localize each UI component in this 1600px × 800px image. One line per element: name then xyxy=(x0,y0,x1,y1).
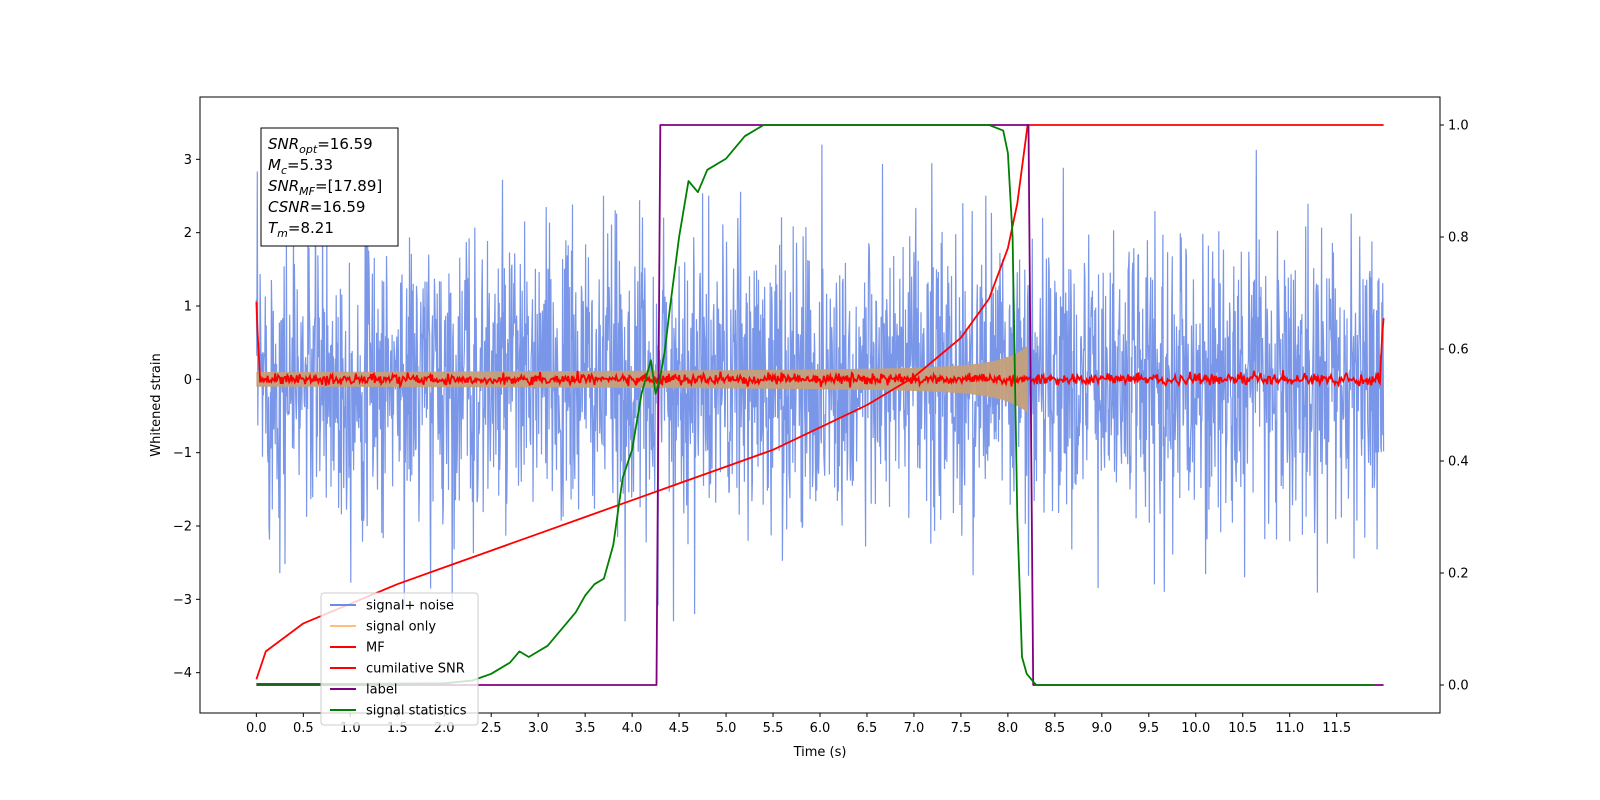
right-axis-series xyxy=(255,124,1384,686)
x-tick-label: 8.0 xyxy=(998,721,1019,736)
y-tick-label: −3 xyxy=(173,593,192,608)
x-axis-label: Time (s) xyxy=(793,745,847,760)
signal-statistics-line xyxy=(256,124,1375,686)
mf-series xyxy=(255,301,1385,390)
legend-label-label: label xyxy=(366,683,397,698)
x-tick-label: 3.0 xyxy=(528,721,549,736)
x-tick-label: 11.0 xyxy=(1275,721,1304,736)
x-tick-label: 0.0 xyxy=(246,721,267,736)
legend-label-signal-statistics: signal statistics xyxy=(366,704,467,719)
x-tick-label: 10.0 xyxy=(1181,721,1210,736)
y-tick-label: −1 xyxy=(173,446,192,461)
x-tick-label: 2.5 xyxy=(481,721,502,736)
x-tick-label: 6.5 xyxy=(857,721,878,736)
annotation-tm: Tm=8.21 xyxy=(268,219,334,240)
x-tick-label: 4.5 xyxy=(669,721,690,736)
y-tick-label: 0 xyxy=(184,373,192,388)
annotation-csnr: CSNR=16.59 xyxy=(268,198,365,216)
x-axis: 0.0 0.5 1.0 1.5 2.0 2.5 3.0 3.5 4.0 4.5 5.0 5.5 6.0 6… xyxy=(246,713,1351,736)
x-tick-label: 4.0 xyxy=(622,721,643,736)
legend: signal+ noise signal only MF cumilative SNR… xyxy=(320,592,479,726)
y2-tick-label: 1.0 xyxy=(1448,119,1469,134)
legend-label-signal-only: signal only xyxy=(366,620,436,635)
mf-line xyxy=(255,301,1385,390)
y-tick-label: 2 xyxy=(184,226,192,241)
y-axis-left: 3 2 1 0 −1 −2 −3 −4 xyxy=(173,153,200,681)
annotation-snr-mf: SNRMF=[17.89] xyxy=(268,177,382,198)
legend-label-mf: MF xyxy=(366,641,385,656)
x-tick-label: 6.0 xyxy=(810,721,831,736)
x-tick-label: 5.0 xyxy=(716,721,737,736)
x-tick-label: 9.5 xyxy=(1138,721,1159,736)
annotation-mc: Mc=5.33 xyxy=(268,156,333,177)
x-tick-label: 3.5 xyxy=(575,721,596,736)
y-axis-label: Whitened strain xyxy=(149,353,164,456)
y-tick-label: 1 xyxy=(184,300,192,315)
y-tick-label: 3 xyxy=(184,153,192,168)
annotation-frame xyxy=(260,127,399,247)
x-tick-label: 9.0 xyxy=(1091,721,1112,736)
y-tick-label: −2 xyxy=(173,520,192,535)
annotation-snr-opt: SNRopt=16.59 xyxy=(268,135,373,156)
y2-tick-label: 0.4 xyxy=(1448,455,1469,470)
x-tick-label: 8.5 xyxy=(1045,721,1066,736)
legend-label-cumilative-snr: cumilative SNR xyxy=(366,662,465,677)
y2-tick-label: 0.0 xyxy=(1448,679,1469,694)
legend-frame xyxy=(320,592,479,726)
legend-label-signal-noise: signal+ noise xyxy=(366,599,454,614)
y2-tick-label: 0.2 xyxy=(1448,567,1469,582)
x-tick-label: 7.0 xyxy=(904,721,925,736)
y2-tick-label: 0.8 xyxy=(1448,231,1469,246)
x-tick-label: 11.5 xyxy=(1322,721,1351,736)
y2-tick-label: 0.6 xyxy=(1448,343,1469,358)
x-tick-label: 0.5 xyxy=(293,721,314,736)
stats-annotation-box: SNRopt=16.59 Mc=5.33 SNRMF=[17.89] CSNR=… xyxy=(260,127,399,247)
x-tick-label: 10.5 xyxy=(1228,721,1257,736)
y-axis-right: 1.0 0.8 0.6 0.4 0.2 0.0 xyxy=(1440,119,1469,694)
x-tick-label: 5.5 xyxy=(763,721,784,736)
y-tick-label: −4 xyxy=(173,666,192,681)
x-tick-label: 7.5 xyxy=(951,721,972,736)
